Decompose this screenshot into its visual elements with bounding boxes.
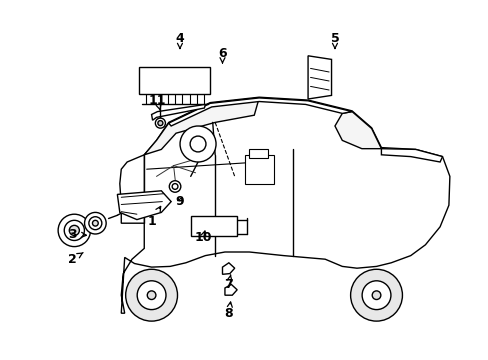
- Circle shape: [125, 269, 177, 321]
- Polygon shape: [224, 284, 237, 295]
- Circle shape: [137, 281, 165, 310]
- Circle shape: [169, 181, 181, 192]
- Text: 1: 1: [147, 206, 161, 228]
- Text: 11: 11: [148, 94, 166, 110]
- Circle shape: [69, 225, 79, 235]
- Circle shape: [350, 269, 402, 321]
- Polygon shape: [121, 97, 449, 313]
- Circle shape: [147, 291, 156, 300]
- Text: 4: 4: [175, 32, 184, 49]
- Polygon shape: [381, 149, 442, 162]
- Polygon shape: [307, 56, 331, 99]
- Bar: [244, 155, 273, 184]
- Circle shape: [371, 291, 380, 300]
- Circle shape: [158, 121, 163, 126]
- Text: 7: 7: [224, 275, 233, 291]
- Text: 8: 8: [224, 302, 233, 320]
- Polygon shape: [222, 263, 234, 274]
- Bar: [190, 216, 237, 236]
- Bar: [139, 67, 210, 94]
- Text: 2: 2: [68, 253, 83, 266]
- Text: 5: 5: [330, 32, 339, 49]
- Bar: [249, 149, 267, 158]
- Text: 6: 6: [218, 47, 226, 63]
- Polygon shape: [168, 98, 351, 126]
- Circle shape: [84, 212, 106, 234]
- Text: 10: 10: [194, 231, 211, 244]
- Circle shape: [180, 126, 216, 162]
- Circle shape: [58, 214, 90, 247]
- Circle shape: [89, 217, 102, 230]
- Circle shape: [64, 220, 84, 240]
- Polygon shape: [151, 104, 205, 120]
- Polygon shape: [334, 112, 381, 149]
- Text: 9: 9: [175, 195, 184, 208]
- Circle shape: [190, 136, 205, 152]
- Polygon shape: [117, 191, 171, 220]
- Text: 3: 3: [68, 228, 86, 240]
- Polygon shape: [144, 98, 259, 155]
- Circle shape: [362, 281, 390, 310]
- Polygon shape: [120, 155, 144, 223]
- Circle shape: [155, 118, 165, 128]
- Circle shape: [92, 220, 98, 226]
- Circle shape: [172, 184, 178, 189]
